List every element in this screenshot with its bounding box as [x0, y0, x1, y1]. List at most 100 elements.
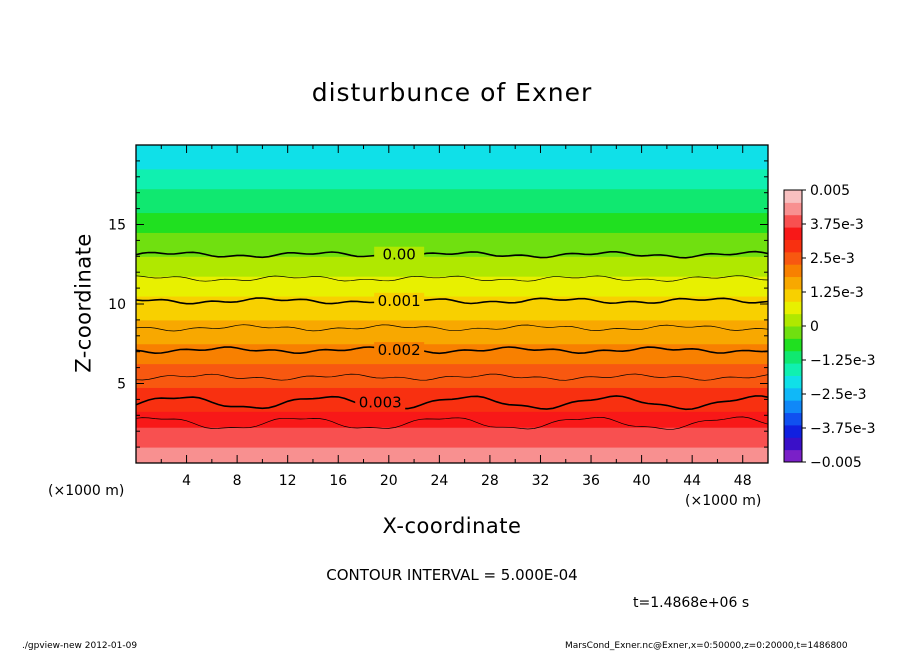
time-label: t=1.4868e+06 s	[633, 595, 750, 611]
contour-line	[136, 373, 768, 381]
field-band	[136, 287, 768, 293]
field-band	[136, 243, 768, 249]
colorbar-swatch	[784, 387, 802, 401]
field-band	[136, 402, 768, 408]
contour-label-bg	[374, 246, 425, 263]
x-unit-label-right: (×1000 m)	[685, 493, 762, 509]
field-band	[136, 323, 768, 329]
field-band	[136, 267, 768, 273]
field-band	[136, 383, 768, 388]
field-band	[136, 180, 768, 186]
colorbar-swatch	[784, 239, 802, 253]
x-tick-label: 12	[279, 473, 297, 489]
field-band	[136, 231, 768, 237]
colorbar-tick-label: −1.25e-3	[810, 353, 875, 369]
field-band	[136, 446, 768, 452]
contour-line	[136, 297, 768, 305]
field-band	[136, 359, 768, 365]
colorbar-swatch	[784, 301, 802, 315]
y-tick-label: 10	[108, 297, 126, 313]
x-tick-label: 8	[233, 473, 242, 489]
field-band	[136, 255, 768, 261]
field-band	[136, 335, 768, 341]
field-band	[136, 386, 768, 392]
contour-line	[136, 250, 768, 259]
colorbar-swatch	[784, 424, 802, 438]
field-band	[136, 355, 768, 361]
field-band	[136, 394, 768, 400]
x-tick-label: 28	[481, 473, 499, 489]
contour-line	[136, 324, 768, 332]
colorbar-swatch	[784, 412, 802, 426]
field-band	[136, 275, 768, 281]
field-band	[136, 303, 768, 309]
contour-label: 0.002	[378, 341, 421, 359]
field-band	[136, 271, 768, 277]
field-band	[136, 454, 768, 460]
field-band	[136, 283, 768, 289]
field-band	[136, 438, 768, 444]
field-band	[136, 204, 768, 210]
field-band	[136, 327, 768, 333]
contour-label-bg	[355, 394, 406, 411]
colorbar-swatch	[784, 326, 802, 339]
contour-line	[136, 346, 768, 355]
field-band	[136, 430, 768, 436]
field-band	[136, 259, 768, 265]
field-band	[136, 148, 768, 154]
field-band	[136, 410, 768, 416]
field-band	[136, 347, 768, 353]
field-band	[136, 239, 768, 245]
field-band	[136, 295, 768, 301]
field-band	[136, 339, 768, 345]
field-band	[136, 311, 768, 317]
x-tick-label: 16	[329, 473, 347, 489]
colorbar-swatch	[784, 190, 802, 203]
field-band	[136, 235, 768, 241]
colorbar-tick-label: 0.005	[810, 183, 850, 199]
colorbar-swatch	[784, 437, 802, 451]
field-band	[136, 398, 768, 404]
field-band	[136, 227, 768, 233]
y-axis-label: Z-coordinate	[71, 233, 96, 373]
colorbar-swatch	[784, 363, 802, 376]
x-tick-label: 24	[430, 473, 448, 489]
field-band	[136, 192, 768, 198]
contour-label-bg	[374, 342, 425, 359]
contour-label: 0.003	[359, 394, 402, 412]
field-band	[136, 188, 768, 194]
colorbar-tick-label: 2.5e-3	[810, 251, 855, 267]
colorbar-tick-label: 0	[810, 319, 819, 335]
field-band	[136, 414, 768, 420]
colorbar-swatch	[784, 251, 802, 265]
field-band	[136, 164, 768, 170]
field-band	[136, 458, 768, 463]
field-band	[136, 152, 768, 158]
x-tick-label: 40	[633, 473, 651, 489]
field-band	[136, 371, 768, 377]
field-band	[136, 291, 768, 297]
field-band	[136, 331, 768, 337]
field-band	[136, 363, 768, 369]
field-band	[136, 390, 768, 396]
y-tick-label: 5	[117, 377, 126, 393]
field-band	[136, 279, 768, 285]
contour-label-bg	[374, 292, 425, 309]
footer-left: ./gpview-new 2012-01-09	[22, 641, 138, 651]
colorbar-tick-label: −3.75e-3	[810, 421, 875, 437]
field-band	[136, 406, 768, 412]
field-band	[136, 172, 768, 178]
colorbar-swatch	[784, 227, 802, 240]
field-band	[136, 247, 768, 253]
colorbar-tick-label: −2.5e-3	[810, 387, 867, 403]
colorbar-swatch	[784, 288, 802, 302]
colorbar-swatch	[784, 214, 802, 228]
field-band	[136, 418, 768, 424]
field-band	[136, 212, 768, 218]
field-band	[136, 224, 768, 229]
field-band	[136, 442, 768, 448]
field-band	[136, 367, 768, 373]
field-band	[136, 315, 768, 321]
field-band	[136, 434, 768, 440]
